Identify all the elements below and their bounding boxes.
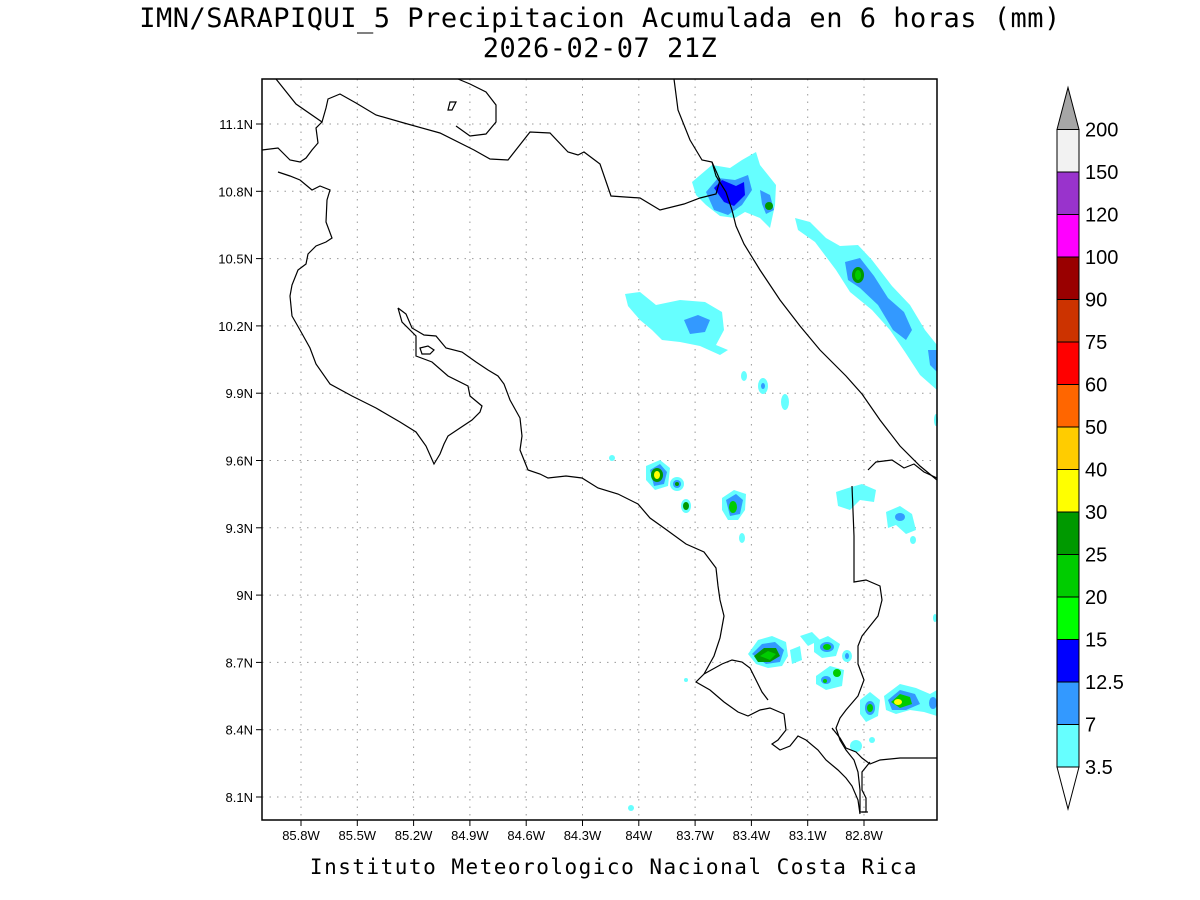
colorbar-label: 150 (1085, 162, 1118, 184)
colorbar-swatch (1056, 214, 1080, 258)
colorbar-swatch (1056, 596, 1080, 640)
colorbar-swatch (1056, 299, 1080, 343)
colorbar-label: 12.5 (1085, 672, 1124, 694)
colorbar-swatch (1056, 171, 1080, 215)
colorbar-label: 90 (1085, 290, 1107, 312)
lat-tick-label: 8.4N (226, 723, 253, 738)
colorbar-label: 200 (1085, 120, 1118, 142)
lon-tick-label: 84.9W (451, 828, 489, 843)
borders (711, 161, 938, 813)
colorbar-label: 120 (1085, 205, 1118, 227)
lat-tick-label: 8.7N (226, 655, 253, 670)
lon-tick-label: 82.8W (845, 828, 883, 843)
lon-tick-label: 85.8W (282, 828, 320, 843)
colorbar-swatch (1056, 511, 1080, 555)
colorbar-swatch (1056, 554, 1080, 598)
colorbar-swatch (1056, 469, 1080, 513)
lon-tick-label: 83.7W (676, 828, 714, 843)
footer-credit: Instituto Meteorologico Nacional Costa R… (309, 855, 919, 879)
colorbar-label: 100 (1085, 247, 1118, 269)
colorbar-label: 3.5 (1085, 757, 1113, 779)
colorbar-swatch (1056, 341, 1080, 385)
colorbar-label: 40 (1085, 460, 1107, 482)
colorbar-swatch (1056, 681, 1080, 725)
colorbar-swatch (1056, 426, 1080, 470)
map-title: IMN/SARAPIQUI_5 Precipitacion Acumulada … (139, 3, 1061, 34)
lon-tick-label: 83.1W (789, 828, 827, 843)
colorbar-legend: 3.5 7 12.5 15 20 25 30 40 50 60 75 90 100 120 150 200 (1056, 85, 1124, 811)
colorbar-swatch (1056, 639, 1080, 683)
lon-tick-label: 84W (625, 828, 652, 843)
colorbar-min-arrow (1056, 766, 1080, 811)
lat-tick-label: 9N (236, 588, 253, 603)
precip-field-south (628, 632, 937, 811)
colorbar-swatch (1056, 129, 1080, 173)
gridlines (262, 79, 937, 820)
lat-tick-label: 9.9N (226, 386, 253, 401)
lat-tick-label: 10.5N (218, 252, 253, 267)
map-subtitle-date: 2026-02-07 21Z (482, 33, 718, 64)
lon-tick-label: 85.2W (395, 828, 433, 843)
colorbar-max-arrow (1056, 85, 1080, 130)
precip-field-east (836, 414, 938, 622)
colorbar-label: 20 (1085, 587, 1107, 609)
lat-tick-label: 8.1N (226, 790, 253, 805)
lon-tick-label: 84.6W (507, 828, 545, 843)
precip-field-north (692, 152, 937, 390)
lat-tick-label: 9.6N (226, 454, 253, 469)
colorbar-label: 50 (1085, 417, 1107, 439)
colorbar-swatch (1056, 256, 1080, 300)
colorbar-label: 25 (1085, 545, 1107, 567)
lat-tick-label: 10.8N (218, 184, 253, 199)
longitude-axis: 85.8W 85.5W 85.2W 84.9W 84.6W 84.3W 84W 83.7W 83… (282, 820, 884, 843)
lat-tick-label: 9.3N (226, 521, 253, 536)
colorbar-label: 75 (1085, 332, 1107, 354)
lon-tick-label: 83.4W (733, 828, 771, 843)
lat-tick-label: 10.2N (218, 319, 253, 334)
lon-tick-label: 84.3W (564, 828, 602, 843)
colorbar-label: 15 (1085, 630, 1107, 652)
colorbar-swatch (1056, 384, 1080, 428)
precip-field-central (609, 292, 789, 543)
colorbar-label: 60 (1085, 375, 1107, 397)
colorbar-label: 30 (1085, 502, 1107, 524)
coastlines (261, 78, 938, 815)
colorbar-swatch (1056, 724, 1080, 768)
lon-tick-label: 85.5W (339, 828, 377, 843)
colorbar-label: 7 (1085, 715, 1096, 737)
latitude-axis: 11.1N 10.8N 10.5N 10.2N 9.9N 9.6N 9.3N 9N 8.7N 8.… (218, 117, 262, 805)
lat-tick-label: 11.1N (219, 117, 253, 132)
plot-area (261, 78, 938, 821)
